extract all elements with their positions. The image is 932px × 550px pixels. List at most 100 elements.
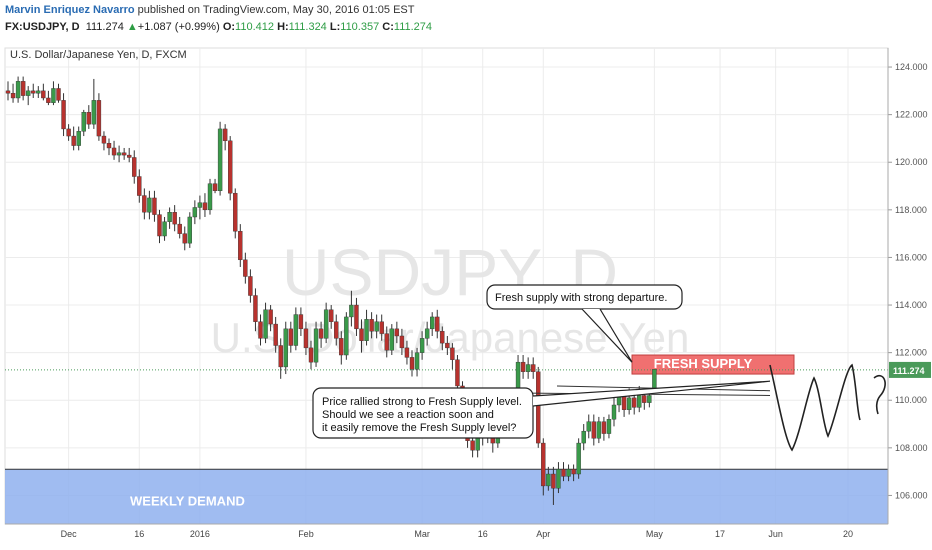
candle-body: [233, 192, 238, 232]
fresh-supply-label: FRESH SUPPLY: [654, 356, 753, 371]
candle-body: [445, 342, 450, 349]
x-tick-label: Jun: [768, 529, 783, 539]
open-value: 110.412: [235, 21, 274, 33]
annotation-text-2-line: Should we see a reaction soon and: [322, 409, 494, 421]
candle-body: [41, 90, 46, 99]
candle-body: [20, 81, 26, 96]
drawings-layer: Fresh supply with strong departure. Price…: [312, 284, 886, 452]
weekly-demand-zone: [5, 469, 888, 524]
publish-line: Marvin Enriquez Navarro published on Tra…: [5, 3, 414, 17]
candle-body: [263, 309, 268, 339]
x-tick-label: May: [646, 529, 664, 539]
candle-body: [586, 421, 591, 432]
last-price-tag-label: 111.274: [893, 366, 925, 376]
y-tick-label: 122.000: [895, 110, 928, 120]
candle-body: [152, 197, 157, 215]
candle-body: [626, 397, 632, 410]
annotation-text-1: Fresh supply with strong departure.: [495, 292, 667, 304]
candle-body: [106, 142, 112, 149]
candle-body: [455, 359, 460, 387]
candle-body: [243, 259, 248, 277]
candle-body: [142, 195, 147, 213]
price-chart[interactable]: USDJPY, D U.S. Dollar/Japanese Yen WEEKL…: [0, 40, 932, 550]
candle-body: [531, 364, 536, 372]
candle-body: [424, 328, 430, 339]
candle-body: [76, 131, 81, 146]
candle-body: [561, 469, 566, 477]
candle-body: [621, 395, 627, 410]
candle-body: [293, 314, 299, 346]
candle-body: [369, 319, 374, 332]
ohlc-line: FX:USDJPY, D 111.274 ▲+1.087 (+0.99%) O:…: [5, 20, 432, 34]
candle-body: [91, 100, 97, 125]
annotation-pointer-1: [581, 308, 633, 363]
low-value: 110.357: [340, 21, 380, 33]
candle-body: [566, 469, 571, 477]
candle-body: [379, 321, 384, 334]
candle-body: [611, 404, 617, 420]
candle-body: [652, 369, 657, 391]
candle-body: [394, 328, 400, 337]
candle-body: [258, 321, 263, 339]
candle-body: [308, 347, 314, 363]
weekly-demand-label: WEEKLY DEMAND: [130, 493, 245, 508]
candle-body: [642, 395, 647, 403]
candle-body: [132, 157, 137, 177]
candle-body: [313, 328, 319, 363]
candle-body: [227, 140, 233, 194]
author-link[interactable]: Marvin Enriquez Navarro: [5, 4, 135, 16]
candle-body: [71, 135, 76, 146]
high-label: H:: [277, 21, 289, 33]
candle-body: [323, 309, 329, 339]
candle-body: [536, 371, 541, 444]
candle-body: [278, 345, 283, 368]
candle-body: [96, 100, 102, 137]
high-value: 111.324: [288, 21, 327, 33]
candle-body: [26, 90, 31, 96]
candle-body: [329, 309, 334, 322]
candle-body: [283, 328, 288, 368]
candle-body: [556, 469, 561, 489]
chart-header: Marvin Enriquez Navarro published on Tra…: [0, 0, 932, 40]
zones-layer: WEEKLY DEMAND FRESH SUPPLY: [5, 354, 888, 524]
candle-body: [10, 93, 16, 99]
candle-body: [339, 338, 344, 356]
y-tick-label: 106.000: [895, 490, 928, 500]
candle-body: [601, 421, 607, 434]
candle-body: [15, 81, 21, 99]
last-price: 111.274: [85, 21, 124, 33]
symbol-label[interactable]: FX:USDJPY, D: [5, 21, 80, 33]
candle-body: [101, 135, 107, 144]
candle-body: [197, 202, 203, 208]
candle-body: [349, 304, 354, 318]
candle-body: [440, 331, 445, 344]
x-tick-label: Apr: [536, 529, 550, 539]
candle-body: [637, 395, 642, 408]
candle-body: [374, 321, 379, 332]
candle-body: [177, 223, 182, 234]
candle-body: [253, 295, 258, 322]
y-tick-label: 120.000: [895, 157, 928, 167]
candle-body: [137, 176, 142, 196]
y-tick-label: 118.000: [895, 205, 927, 215]
candle-body: [606, 419, 612, 434]
question-mark-path: [873, 375, 886, 415]
candle-body: [66, 128, 71, 137]
candle-body: [217, 128, 223, 191]
candle-body: [248, 276, 253, 296]
candle-body: [419, 338, 425, 353]
candle-body: [541, 442, 546, 487]
candle-body: [364, 319, 369, 341]
annotation-text-2-line: it easily remove the Fresh Supply level?: [322, 422, 516, 434]
candle-body: [147, 197, 152, 213]
annotation-text-2-line: Price rallied strong to Fresh Supply lev…: [322, 396, 522, 408]
candle-body: [116, 152, 122, 156]
y-tick-label: 108.000: [895, 443, 928, 453]
candle-body: [46, 97, 51, 103]
candle-body: [409, 357, 415, 370]
axes-layer: 124.000 122.000 120.000 118.000 116.000 114.0…: [5, 48, 931, 539]
candle-body: [591, 421, 596, 439]
candle-body: [414, 352, 420, 370]
candle-body: [399, 335, 405, 349]
fresh-supply-zone: [631, 354, 795, 375]
